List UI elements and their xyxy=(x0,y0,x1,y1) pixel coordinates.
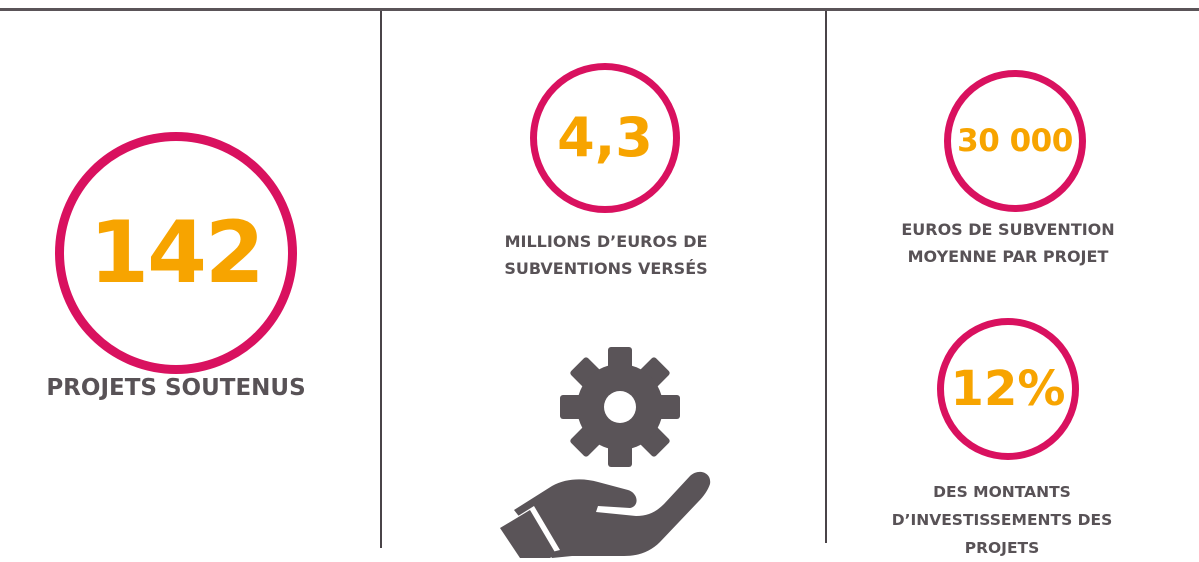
subsidies-amount-ring: 4,3 xyxy=(530,63,680,213)
projects-caption-line: PROJETS SOUTENUS xyxy=(46,375,306,401)
average-subsidy-ring: 30 000 xyxy=(944,70,1086,212)
hand-icon xyxy=(500,471,711,558)
share-caption-line-3: PROJETS xyxy=(964,539,1040,557)
average-caption-line-2: MOYENNE PAR PROJET xyxy=(907,247,1109,266)
investment-share-ring: 12% xyxy=(937,318,1079,460)
subsidies-amount-value: 4,3 xyxy=(557,106,653,169)
share-caption-line-2: D’INVESTISSEMENTS DES xyxy=(891,511,1113,529)
investment-share-caption: DES MONTANTS D’INVESTISSEMENTS DES PROJE… xyxy=(856,478,1148,562)
subsidies-caption-line-2: SUBVENTIONS VERSÉS xyxy=(504,259,708,278)
subsidies-amount-caption: MILLIONS D’EUROS DE SUBVENTIONS VERSÉS xyxy=(460,228,752,282)
average-subsidy-caption: EUROS DE SUBVENTION MOYENNE PAR PROJET xyxy=(872,216,1144,270)
average-caption-line-1: EUROS DE SUBVENTION xyxy=(901,220,1115,239)
gear-in-hand-icon xyxy=(500,347,711,558)
gear-icon xyxy=(560,347,680,467)
average-subsidy-value: 30 000 xyxy=(957,122,1073,159)
top-divider xyxy=(0,8,1199,11)
projects-count-ring: 142 xyxy=(55,132,297,374)
share-caption-line-1: DES MONTANTS xyxy=(933,483,1071,501)
projects-count-caption: PROJETS SOUTENUS xyxy=(0,374,352,402)
column-divider-left xyxy=(380,11,382,548)
investment-share-value: 12% xyxy=(950,361,1066,417)
subsidies-caption-line-1: MILLIONS D’EUROS DE xyxy=(504,232,708,251)
column-divider-right xyxy=(825,11,827,543)
projects-count-value: 142 xyxy=(89,203,265,303)
